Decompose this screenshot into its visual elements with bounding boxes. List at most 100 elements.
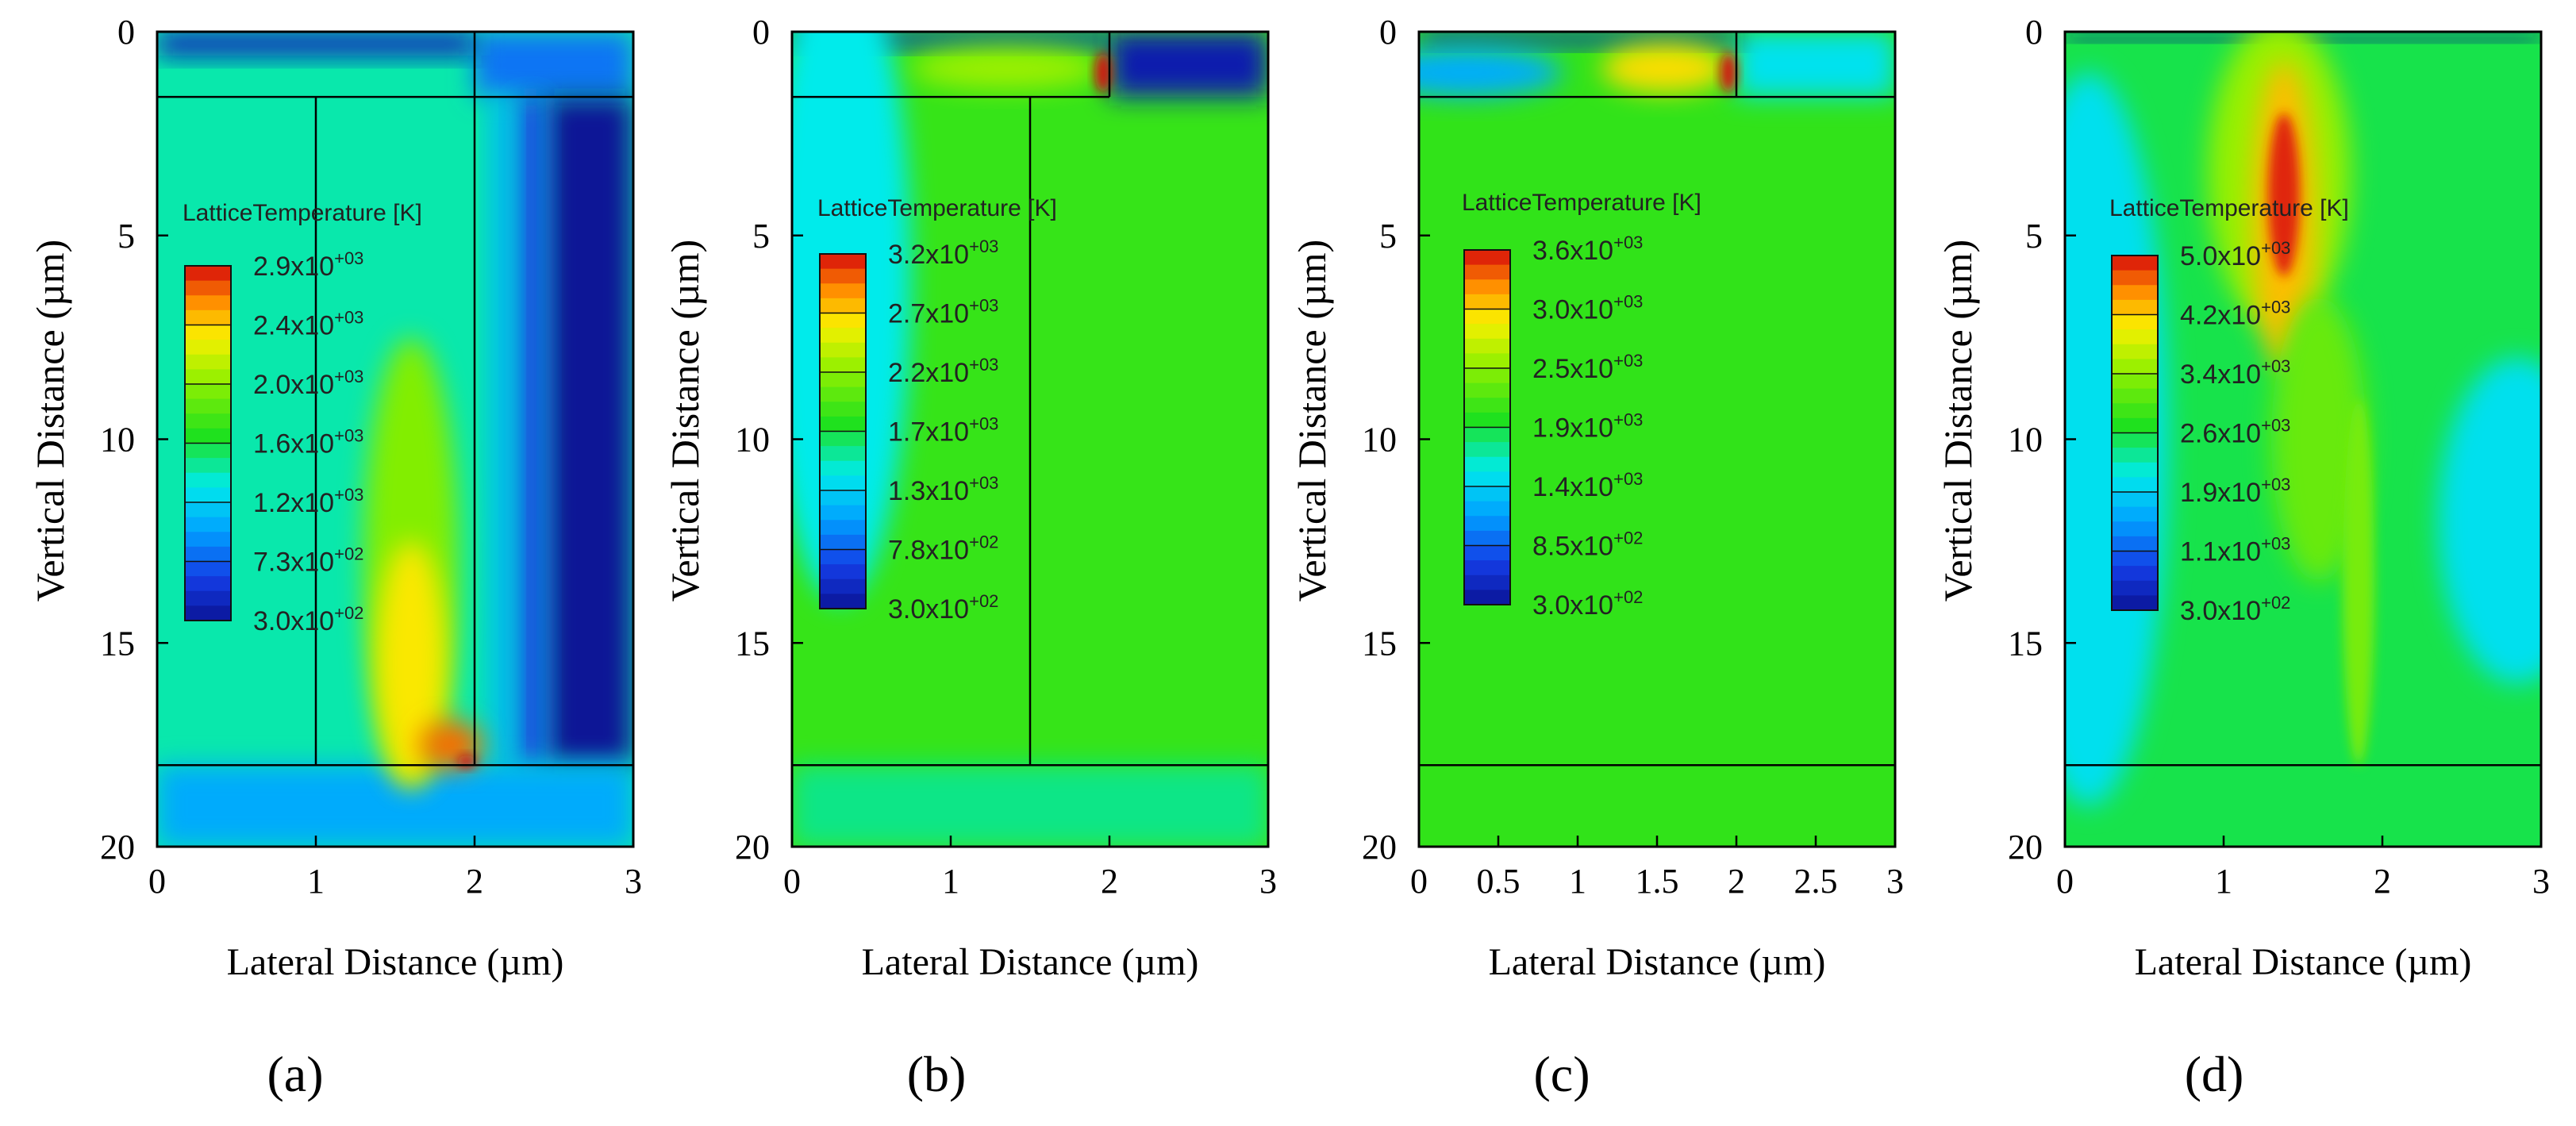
temperature-region-0: [1109, 32, 1268, 98]
legend-value-label: 1.9x10+03: [1532, 410, 1643, 444]
colorbar-segment: [2112, 374, 2158, 390]
y-tick-label: 20: [2008, 828, 2043, 867]
legend-exponent: +03: [969, 414, 998, 434]
panel-c: 0 0.5 1 1.5 2 2.5 3 0 5 10 15 20 Lateral Distance (µ…: [1290, 13, 1904, 1102]
colorbar-segment: [185, 428, 231, 444]
colorbar-segment: [1464, 250, 1510, 266]
legend-exponent: +03: [1613, 292, 1643, 312]
colorbar-segment: [185, 413, 231, 429]
legend-mantissa: 3.0: [2180, 596, 2217, 626]
legend-colorbar: [2111, 255, 2159, 611]
colorbar-segment: [2112, 595, 2158, 611]
colorbar-segment: [2112, 417, 2158, 434]
legend-value-label: 3.0x10+02: [1532, 587, 1643, 621]
colorbar-segment: [185, 295, 231, 311]
panel-caption: (a): [267, 1046, 323, 1102]
legend-mantissa: 1.2: [253, 488, 290, 518]
legend-mantissa: 3.0: [1532, 590, 1570, 621]
x-tick-label: 0: [783, 862, 801, 901]
legend-mantissa: 1.3: [888, 476, 925, 506]
y-tick-label: 5: [2025, 217, 2043, 256]
colorbar-segment: [1464, 368, 1510, 384]
colorbar-segment: [2112, 536, 2158, 552]
colorbar-segment: [1464, 382, 1510, 398]
colorbar-segment: [820, 534, 866, 551]
legend-exponent: +03: [334, 367, 363, 386]
y-tick-label: 20: [1362, 828, 1397, 867]
legend-exponent: +03: [1613, 351, 1643, 371]
legend-times-ten: x10: [1570, 295, 1613, 325]
x-axis-label: Lateral Distance (µm): [2135, 941, 2472, 983]
colorbar-segment: [2112, 359, 2158, 375]
colorbar-segment: [820, 431, 866, 447]
x-tick-label: 1.5: [1636, 862, 1679, 901]
legend-times-ten: x10: [290, 548, 334, 578]
legend-value-label: 2.7x10+03: [888, 296, 998, 329]
colorbar-segment: [1464, 442, 1510, 458]
colorbar-segment: [820, 490, 866, 506]
legend-times-ten: x10: [925, 299, 969, 329]
colorbar-segment: [820, 402, 866, 417]
colorbar-segment: [1464, 560, 1510, 576]
temperature-region-3: [911, 48, 1102, 89]
colorbar-segment: [820, 475, 866, 491]
legend-mantissa: 1.6: [253, 429, 290, 459]
panel-a: 0 1 2 3 0 5 10 15 20 Lateral Distance (µm) Vertica…: [28, 13, 642, 1102]
colorbar-segment: [1464, 264, 1510, 280]
legend-mantissa: 1.4: [1532, 472, 1570, 502]
legend-title: LatticeTemperature [K]: [183, 200, 422, 226]
temperature-region-5: [792, 765, 1268, 847]
legend-value-label: 2.6x10+03: [2180, 416, 2290, 449]
colorbar-segment: [820, 357, 866, 373]
colorbar-segment: [185, 384, 231, 400]
colorbar-segment: [185, 443, 231, 459]
legend-exponent: +03: [2261, 356, 2290, 376]
legend-value-label: 8.5x10+02: [1532, 528, 1643, 562]
colorbar-segment: [185, 487, 231, 503]
colorbar-segment: [1464, 398, 1510, 413]
colorbar-segment: [1464, 575, 1510, 590]
legend-exponent: +03: [969, 355, 998, 375]
legend-times-ten: x10: [290, 311, 334, 341]
temperature-region-5: [157, 765, 633, 847]
legend-value-label: 2.5x10+03: [1532, 351, 1643, 384]
legend-exponent: +02: [334, 544, 363, 564]
x-tick-label: 2.5: [1794, 862, 1838, 901]
legend-exponent: +02: [2261, 593, 2290, 613]
temperature-region-2: [514, 97, 546, 766]
legend-times-ten: x10: [290, 252, 334, 282]
colorbar-segment: [185, 546, 231, 563]
legend-times-ten: x10: [1570, 354, 1613, 384]
legend-exponent: +02: [1613, 528, 1643, 548]
legend-value-label: 1.2x10+03: [253, 485, 363, 518]
y-tick-label: 5: [117, 217, 135, 256]
colorbar-segment: [2112, 314, 2158, 330]
colorbar-segment: [185, 325, 231, 340]
x-tick-label: 3: [625, 862, 642, 901]
colorbar-segment: [2112, 521, 2158, 537]
legend-exponent: +03: [334, 308, 363, 328]
colorbar-segment: [1464, 338, 1510, 354]
y-axis-label: Vertical Distance (µm): [1290, 240, 1334, 601]
legend-times-ten: x10: [1570, 413, 1613, 444]
temperature-region-9: [457, 755, 476, 767]
legend-times-ten: x10: [2217, 537, 2261, 567]
legend-title: LatticeTemperature [K]: [817, 195, 1057, 221]
colorbar-segment: [185, 354, 231, 370]
colorbar-segment: [1464, 456, 1510, 472]
colorbar-segment: [1464, 516, 1510, 532]
legend-mantissa: 1.9: [2180, 478, 2217, 508]
temperature-field: [2065, 32, 2541, 847]
legend-value-label: 1.4x10+03: [1532, 469, 1643, 502]
legend-mantissa: 2.0: [253, 370, 290, 400]
x-tick-label: 0: [148, 862, 166, 901]
legend-value-label: 7.8x10+02: [888, 532, 998, 566]
legend-times-ten: x10: [1570, 472, 1613, 502]
colorbar-segment: [820, 416, 866, 432]
temperature-region-7: [2343, 398, 2374, 766]
legend-exponent: +03: [969, 296, 998, 316]
y-tick-label: 0: [1379, 13, 1397, 52]
legend-mantissa: 7.3: [253, 548, 290, 578]
x-axis-label: Lateral Distance (µm): [227, 941, 564, 983]
